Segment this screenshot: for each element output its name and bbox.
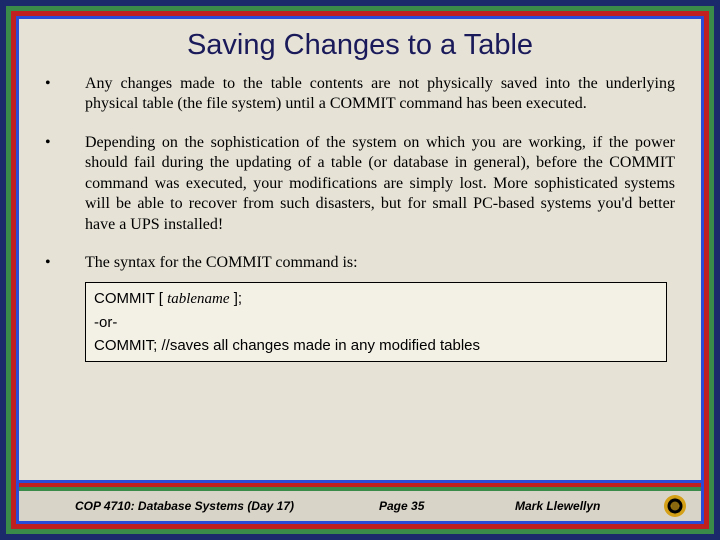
syntax-line-1: COMMIT [ tablename ]; [94,287,658,311]
syntax-prefix: COMMIT [ [94,290,167,307]
footer-author: Mark Llewellyn [515,499,600,513]
syntax-tablename: tablename [167,291,229,307]
border-blue: Saving Changes to a Table • Any changes … [16,16,704,524]
slide-body: Saving Changes to a Table • Any changes … [19,19,701,521]
bullet-marker: • [45,74,85,115]
border-green: Saving Changes to a Table • Any changes … [6,6,714,534]
syntax-line-3: COMMIT; //saves all changes made in any … [94,334,658,357]
footer-band: COP 4710: Database Systems (Day 17) Page… [19,491,701,521]
ucf-logo-icon [663,494,687,518]
syntax-box: COMMIT [ tablename ]; -or- COMMIT; //sav… [85,282,667,362]
bullet-item: • Depending on the sophistication of the… [45,133,675,235]
footer-page: Page 35 [379,499,424,513]
border-navy: Saving Changes to a Table • Any changes … [0,0,720,540]
bullet-text: Depending on the sophistication of the s… [85,133,675,235]
syntax-suffix: ]; [230,290,243,307]
content-area: • Any changes made to the table contents… [19,74,701,521]
bullet-item: • The syntax for the COMMIT command is: [45,253,675,273]
bullet-marker: • [45,253,85,273]
bullet-item: • Any changes made to the table contents… [45,74,675,115]
bullet-text: The syntax for the COMMIT command is: [85,253,675,273]
slide-title: Saving Changes to a Table [19,19,701,74]
footer: COP 4710: Database Systems (Day 17) Page… [19,480,701,521]
footer-course: COP 4710: Database Systems (Day 17) [75,499,294,513]
bullet-marker: • [45,133,85,235]
syntax-line-2: -or- [94,311,658,334]
border-red: Saving Changes to a Table • Any changes … [11,11,709,529]
bullet-text: Any changes made to the table contents a… [85,74,675,115]
